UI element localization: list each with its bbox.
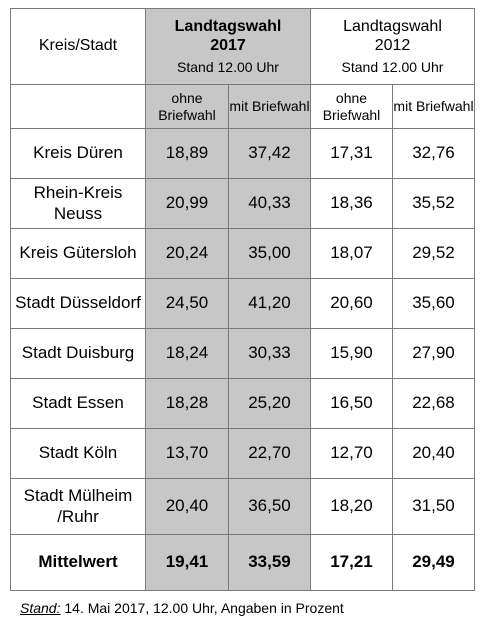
value-2017-mit: 30,33 xyxy=(228,328,311,379)
subheader-2017-mit: mit Briefwahl xyxy=(228,84,311,129)
mean-2017-ohne: 19,41 xyxy=(145,534,229,591)
mean-2012-ohne: 17,21 xyxy=(310,534,393,591)
row-name: Rhein-Kreis Neuss xyxy=(10,178,146,229)
value-2012-ohne: 18,20 xyxy=(310,478,393,535)
value-2012-ohne: 20,60 xyxy=(310,278,393,329)
header-row: Kreis/Stadt Landtagswahl 2017 Stand 12.0… xyxy=(10,8,475,85)
value-2017-ohne: 13,70 xyxy=(145,428,229,479)
subheader-2012-ohne: ohne Briefwahl xyxy=(310,84,393,129)
value-2012-mit: 22,68 xyxy=(392,378,475,429)
table-row: Stadt Düsseldorf 24,50 41,20 20,60 35,60 xyxy=(10,278,475,329)
table-row: Stadt Köln 13,70 22,70 12,70 20,40 xyxy=(10,428,475,479)
table-row: Stadt Essen 18,28 25,20 16,50 22,68 xyxy=(10,378,475,429)
header-2017-title: Landtagswahl xyxy=(174,17,282,35)
table-row: Stadt Mülheim /Ruhr 20,40 36,50 18,20 31,50 xyxy=(10,478,475,535)
row-name: Stadt Essen xyxy=(10,378,146,429)
header-2012-stand: Stand 12.00 Uhr xyxy=(341,58,444,75)
table-row: Stadt Duisburg 18,24 30,33 15,90 27,90 xyxy=(10,328,475,379)
value-2017-mit: 36,50 xyxy=(228,478,311,535)
header-kreis-stadt: Kreis/Stadt xyxy=(10,8,146,85)
table-body: Kreis Düren 18,89 37,42 17,31 32,76 Rhein-Kre… xyxy=(10,128,475,535)
value-2017-mit: 35,00 xyxy=(228,228,311,279)
subheader-empty xyxy=(10,84,146,129)
row-name: Stadt Düsseldorf xyxy=(10,278,146,329)
header-2012-title: Landtagswahl xyxy=(343,17,442,35)
header-2012-year: 2012 xyxy=(374,36,411,54)
value-2012-mit: 27,90 xyxy=(392,328,475,379)
turnout-table: Kreis/Stadt Landtagswahl 2017 Stand 12.0… xyxy=(10,8,475,591)
value-2012-mit: 29,52 xyxy=(392,228,475,279)
table-row: Kreis Düren 18,89 37,42 17,31 32,76 xyxy=(10,128,475,179)
value-2012-mit: 35,60 xyxy=(392,278,475,329)
value-2017-mit: 40,33 xyxy=(228,178,311,229)
row-name: Kreis Düren xyxy=(10,128,146,179)
mean-2017-mit: 33,59 xyxy=(228,534,311,591)
value-2017-ohne: 18,24 xyxy=(145,328,229,379)
table-row: Rhein-Kreis Neuss 20,99 40,33 18,36 35,52 xyxy=(10,178,475,229)
value-2012-mit: 32,76 xyxy=(392,128,475,179)
header-2012: Landtagswahl 2012 Stand 12.00 Uhr xyxy=(310,8,475,85)
footer-text: 14. Mai 2017, 12.00 Uhr, Angaben in Proz… xyxy=(60,600,344,616)
value-2012-mit: 35,52 xyxy=(392,178,475,229)
mean-label: Mittelwert xyxy=(10,534,146,591)
value-2017-ohne: 18,28 xyxy=(145,378,229,429)
mean-2012-mit: 29,49 xyxy=(392,534,475,591)
row-name: Stadt Duisburg xyxy=(10,328,146,379)
value-2017-ohne: 20,24 xyxy=(145,228,229,279)
value-2012-ohne: 16,50 xyxy=(310,378,393,429)
value-2017-ohne: 18,89 xyxy=(145,128,229,179)
value-2017-mit: 37,42 xyxy=(228,128,311,179)
subheader-2017-ohne: ohne Briefwahl xyxy=(145,84,229,129)
header-2017: Landtagswahl 2017 Stand 12.00 Uhr xyxy=(145,8,311,85)
footer-label: Stand: xyxy=(20,600,61,616)
subheader-row: ohne Briefwahl mit Briefwahl ohne Briefw… xyxy=(10,84,475,129)
value-2012-ohne: 15,90 xyxy=(310,328,393,379)
row-name: Stadt Mülheim /Ruhr xyxy=(10,478,146,535)
value-2012-mit: 31,50 xyxy=(392,478,475,535)
mean-row: Mittelwert 19,41 33,59 17,21 29,49 xyxy=(10,534,475,591)
value-2012-mit: 20,40 xyxy=(392,428,475,479)
header-2017-year: 2017 xyxy=(210,36,246,54)
table-row: Kreis Gütersloh 20,24 35,00 18,07 29,52 xyxy=(10,228,475,279)
value-2017-mit: 41,20 xyxy=(228,278,311,329)
row-name: Stadt Köln xyxy=(10,428,146,479)
footer-note: Stand: 14. Mai 2017, 12.00 Uhr, Angaben … xyxy=(20,600,344,616)
value-2012-ohne: 18,36 xyxy=(310,178,393,229)
value-2017-mit: 22,70 xyxy=(228,428,311,479)
subheader-2012-mit: mit Briefwahl xyxy=(392,84,475,129)
value-2012-ohne: 17,31 xyxy=(310,128,393,179)
value-2012-ohne: 18,07 xyxy=(310,228,393,279)
row-name: Kreis Gütersloh xyxy=(10,228,146,279)
header-2017-stand: Stand 12.00 Uhr xyxy=(177,58,279,75)
value-2017-ohne: 20,99 xyxy=(145,178,229,229)
value-2012-ohne: 12,70 xyxy=(310,428,393,479)
value-2017-mit: 25,20 xyxy=(228,378,311,429)
value-2017-ohne: 24,50 xyxy=(145,278,229,329)
value-2017-ohne: 20,40 xyxy=(145,478,229,535)
